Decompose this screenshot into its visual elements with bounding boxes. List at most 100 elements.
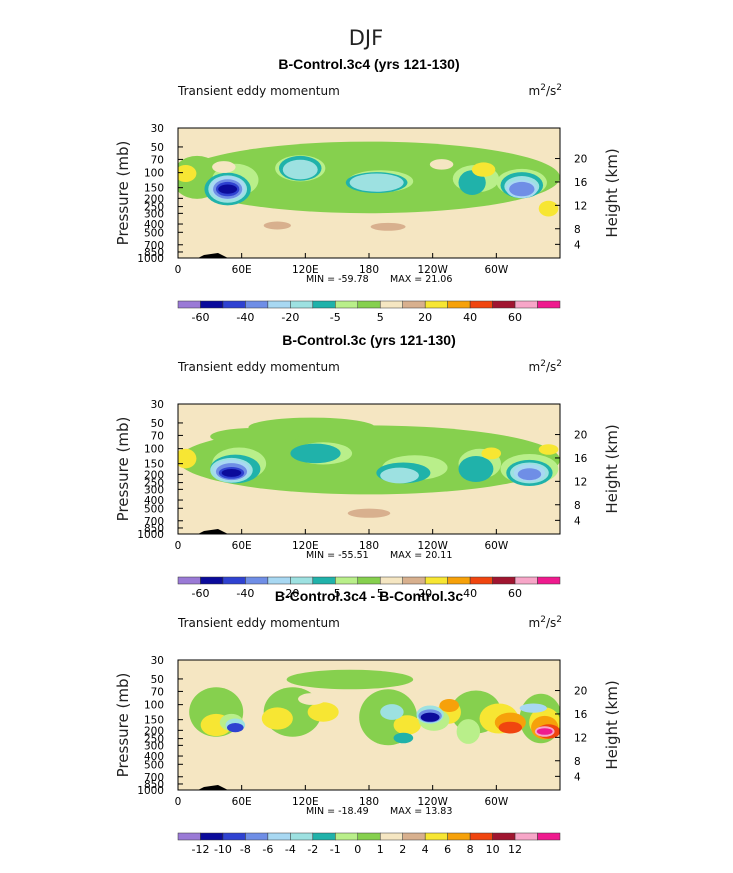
y-tick-label: 500 — [144, 227, 164, 239]
y2-tick-label: 8 — [574, 224, 581, 236]
max-label: MAX = 13.83 — [390, 806, 452, 817]
y-tick-label: 400 — [144, 219, 164, 231]
y-tick-label: 150 — [144, 459, 164, 471]
x-tick-label: 60W — [484, 796, 508, 808]
colorbar-label: -40 — [236, 587, 254, 600]
colorbar-swatch — [177, 832, 201, 841]
y-axis-label: Pressure (mb) — [114, 417, 132, 522]
y2-tick-label: 16 — [574, 177, 588, 189]
contour-region — [221, 468, 242, 477]
contour-region — [458, 170, 486, 196]
units-exp: 2 — [540, 615, 546, 625]
y-tick-label: 500 — [144, 503, 164, 515]
colorbar-swatch — [357, 832, 381, 841]
colorbar-label: 4 — [422, 843, 429, 856]
colorbar-swatch — [492, 576, 516, 585]
contour-region — [481, 447, 502, 460]
contour-region — [509, 181, 535, 197]
y-tick-label: 100 — [144, 168, 164, 180]
y-tick-label: 1000 — [137, 253, 164, 265]
contour-field — [178, 660, 560, 790]
x-tick-label: 0 — [175, 264, 182, 276]
colorbar-swatch — [267, 832, 291, 841]
x-tick-label: 120W — [417, 540, 448, 552]
units-sep: /s — [546, 360, 556, 374]
contour-region — [498, 721, 523, 734]
y2-tick-label: 12 — [574, 476, 587, 488]
y-tick-label: 850 — [144, 247, 164, 259]
contour-region — [218, 184, 238, 194]
panel-subtitle: Transient eddy momentum — [177, 84, 340, 98]
colorbar-swatch — [537, 576, 561, 585]
y-tick-label: 1000 — [137, 529, 164, 541]
contour-region — [282, 159, 318, 180]
y2-axis-label: Height (km) — [603, 680, 621, 769]
y-tick-label: 70 — [151, 154, 164, 166]
y2-tick-label: 4 — [574, 239, 581, 251]
colorbar-swatch — [245, 300, 269, 309]
colorbar-label: 1 — [377, 843, 384, 856]
x-tick-label: 120E — [292, 540, 319, 552]
y-tick-label: 200 — [144, 469, 164, 481]
contour-region — [456, 719, 481, 744]
y-tick-label: 250 — [144, 478, 164, 490]
colorbar-swatch — [245, 576, 269, 585]
colorbar-swatch — [469, 300, 493, 309]
colorbar-swatch — [290, 300, 314, 309]
colorbar-swatch — [537, 832, 561, 841]
colorbar-swatch — [379, 300, 403, 309]
colorbar-label: 8 — [467, 843, 474, 856]
colorbar-label: -60 — [191, 587, 209, 600]
y-tick-label: 1000 — [137, 785, 164, 797]
colorbar-label: -2 — [307, 843, 318, 856]
contour-region — [439, 698, 460, 713]
colorbar-swatch — [357, 300, 381, 309]
x-tick-label: 0 — [175, 540, 182, 552]
colorbar-label: 20 — [418, 587, 432, 600]
colorbar-label: 6 — [444, 843, 451, 856]
contour-region — [347, 154, 429, 172]
units-label: m2/s2 — [529, 83, 562, 98]
contour-region — [393, 715, 421, 735]
x-tick-label: 180 — [359, 264, 379, 276]
x-tick-label: 60E — [232, 540, 252, 552]
contour-region — [286, 669, 414, 690]
y-tick-label: 100 — [144, 700, 164, 712]
colorbar-swatch — [402, 832, 426, 841]
colorbar-swatch — [335, 300, 359, 309]
y-tick-label: 250 — [144, 202, 164, 214]
y2-tick-label: 20 — [574, 686, 587, 698]
colorbar-swatch — [514, 832, 538, 841]
y-tick-label: 30 — [151, 655, 164, 667]
colorbar-swatch — [379, 832, 403, 841]
colorbar-swatch — [245, 832, 269, 841]
units-exp-2: 2 — [556, 615, 562, 625]
y-tick-label: 30 — [151, 399, 164, 411]
colorbar-label: -1 — [330, 843, 341, 856]
colorbar-label: -60 — [191, 311, 209, 324]
x-tick-label: 60E — [232, 264, 252, 276]
figure-title: DJF — [349, 26, 383, 50]
contour-region — [227, 723, 244, 733]
colorbar-label: 5 — [377, 311, 384, 324]
colorbar-swatch — [200, 300, 224, 309]
colorbar-label: -40 — [236, 311, 254, 324]
x-tick-label: 120E — [292, 796, 319, 808]
chart-panel-2: B-Control.3c (yrs 121-130) Transient eddy… — [114, 332, 621, 600]
y-axis-label: Pressure (mb) — [114, 673, 132, 778]
units-base: m — [529, 84, 541, 98]
contour-region — [290, 443, 341, 464]
x-tick-label: 0 — [175, 796, 182, 808]
contour-region — [380, 704, 404, 720]
colorbar-label: 60 — [508, 587, 522, 600]
contour-region — [429, 159, 454, 170]
y2-tick-label: 4 — [574, 515, 581, 527]
colorbar-swatch — [200, 576, 224, 585]
colorbar-label: 20 — [418, 311, 432, 324]
y2-tick-label: 20 — [574, 154, 587, 166]
contour-region — [471, 162, 496, 177]
panel-title: B-Control.3c4 - B-Control.3c — [275, 588, 463, 604]
colorbar-swatch — [492, 300, 516, 309]
y-tick-label: 300 — [144, 740, 164, 752]
units-base: m — [529, 360, 541, 374]
